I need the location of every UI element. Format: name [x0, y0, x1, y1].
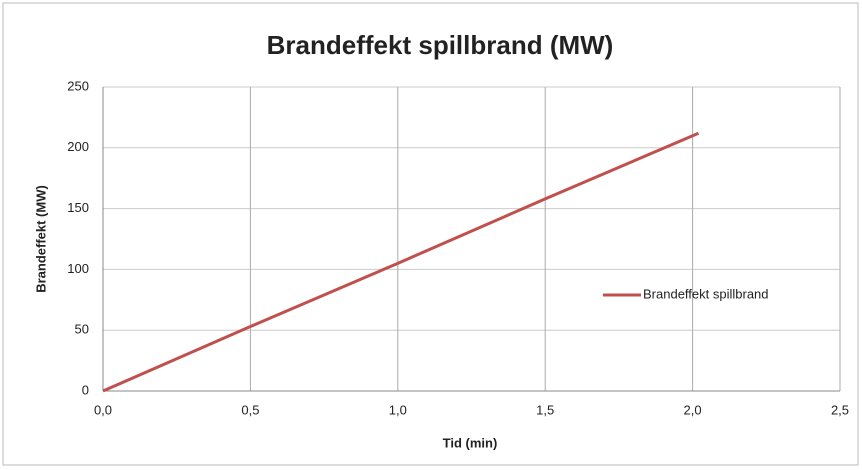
x-tick-label: 0,0 — [94, 402, 112, 417]
x-tick-label: 2,5 — [831, 402, 849, 417]
y-tick-label: 100 — [67, 261, 89, 276]
y-tick-label: 50 — [75, 322, 89, 337]
x-tick-label: 1,0 — [389, 402, 407, 417]
x-tick-label: 2,0 — [684, 402, 702, 417]
data-line — [102, 131, 700, 393]
chart-title: Brandeffekt spillbrand (MW) — [267, 30, 614, 60]
y-axis-title: Brandeffekt (MW) — [33, 185, 48, 293]
y-tick-label: 0 — [82, 382, 89, 397]
x-axis-title: Tid (min) — [443, 435, 498, 450]
x-tick-label: 1,5 — [536, 402, 554, 417]
y-tick-label: 250 — [67, 78, 89, 93]
legend-label: Brandeffekt spillbrand — [643, 286, 769, 301]
x-tick-label: 0,5 — [241, 402, 259, 417]
y-tick-label: 150 — [67, 200, 89, 215]
y-tick-label: 200 — [67, 139, 89, 154]
